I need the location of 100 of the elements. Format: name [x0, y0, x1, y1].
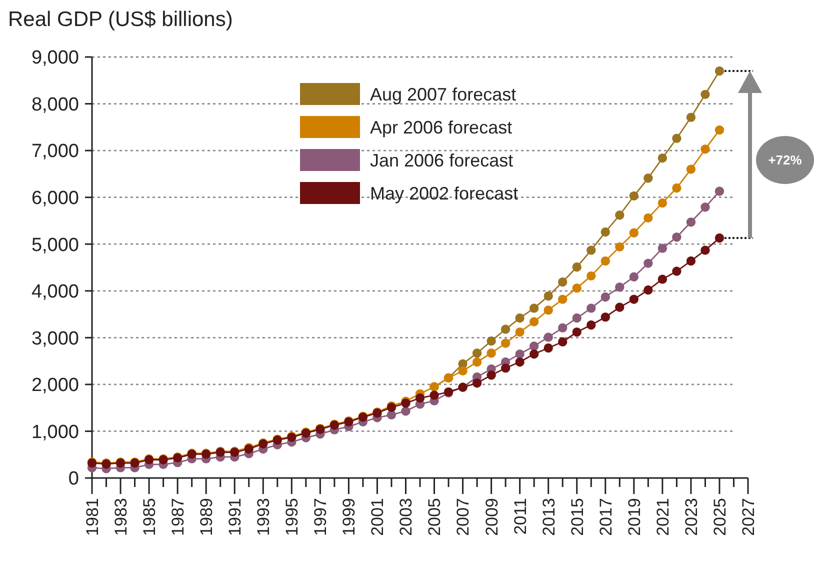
y-tick-label: 8,000 — [31, 94, 79, 116]
y-tick-label: 4,000 — [31, 282, 79, 303]
x-tick-label: 2027 — [738, 498, 758, 536]
point — [686, 218, 696, 227]
point — [714, 66, 724, 76]
x-tick-label: 1999 — [340, 498, 359, 536]
point — [714, 125, 724, 135]
x-tick-label: 2011 — [510, 498, 530, 535]
point — [658, 153, 668, 163]
point — [644, 213, 653, 223]
point — [486, 336, 496, 346]
point — [586, 271, 596, 281]
point — [629, 191, 639, 201]
y-tick-label: 5,000 — [31, 234, 79, 256]
point — [558, 323, 568, 332]
point — [586, 246, 596, 255]
point — [529, 349, 539, 359]
point — [515, 357, 524, 367]
x-tick-label: 2009 — [482, 498, 502, 536]
point — [615, 242, 624, 252]
point — [658, 198, 668, 208]
point — [686, 164, 696, 174]
point — [644, 174, 653, 183]
x-tick-label: 2007 — [454, 498, 473, 536]
x-tick-label: 2025 — [710, 498, 730, 536]
point — [600, 227, 610, 237]
legend-label: Apr 2006 forecast — [370, 117, 512, 138]
point — [586, 304, 596, 313]
point — [544, 343, 553, 353]
point — [700, 144, 710, 154]
point — [600, 312, 610, 322]
point — [629, 272, 639, 282]
point — [600, 292, 610, 302]
x-tick-label: 2019 — [624, 498, 644, 536]
point — [629, 294, 639, 304]
point — [515, 327, 524, 337]
y-tick-label: 1,000 — [31, 422, 79, 443]
x-tick-label: 1983 — [111, 498, 130, 536]
point — [544, 332, 553, 342]
legend-label: May 2002 forecast — [370, 183, 518, 204]
legend-label: Aug 2007 forecast — [370, 84, 516, 104]
y-tick-label: 6,000 — [31, 188, 79, 209]
x-tick-label: 2015 — [568, 498, 587, 536]
point — [430, 390, 439, 400]
point — [586, 320, 596, 330]
point — [572, 262, 582, 272]
x-tick-label: 2013 — [539, 498, 558, 536]
point — [615, 302, 624, 312]
point — [401, 406, 410, 416]
point — [472, 357, 482, 367]
x-tick-label: 2021 — [653, 498, 672, 536]
x-tick-label: 2001 — [368, 498, 388, 536]
x-tick-label: 1981 — [82, 498, 102, 536]
point — [686, 256, 696, 266]
point — [415, 393, 425, 403]
point — [558, 277, 568, 287]
point — [472, 378, 482, 388]
y-tick-label: 2,000 — [31, 375, 79, 396]
y-tick-label: 9,000 — [31, 48, 79, 69]
point — [572, 327, 582, 337]
y-tick-label: 3,000 — [31, 328, 79, 350]
point — [472, 348, 482, 358]
point — [544, 305, 553, 315]
x-tick-label: 1997 — [311, 498, 330, 536]
point — [672, 134, 682, 143]
point — [672, 232, 682, 242]
point — [615, 282, 624, 292]
x-tick-label: 1989 — [197, 498, 216, 536]
point — [500, 338, 510, 348]
y-tick-label: 0 — [68, 468, 79, 490]
point — [714, 233, 724, 243]
point — [629, 228, 639, 238]
point — [572, 313, 582, 323]
point — [644, 258, 653, 268]
point — [529, 317, 539, 326]
point — [700, 90, 710, 100]
point — [515, 313, 524, 323]
point — [500, 363, 510, 373]
x-tick-label: 1987 — [168, 498, 188, 536]
point — [486, 370, 496, 380]
point — [515, 349, 524, 359]
point — [615, 210, 624, 220]
point — [686, 112, 696, 122]
x-tick-label: 1985 — [140, 498, 159, 536]
point — [486, 348, 496, 358]
text: +72% — [768, 152, 802, 168]
point — [458, 366, 468, 376]
point — [700, 202, 710, 212]
point — [572, 283, 582, 293]
point — [714, 186, 724, 196]
x-tick-label: 1995 — [282, 498, 302, 536]
x-tick-label: 2023 — [682, 498, 701, 536]
x-tick-label: 2017 — [596, 498, 616, 536]
chart-title: Real GDP (US$ billions) — [8, 8, 233, 31]
point — [672, 183, 682, 193]
x-tick-label: 1993 — [254, 498, 274, 536]
point — [500, 324, 510, 334]
point — [544, 291, 553, 301]
point — [600, 256, 610, 266]
point — [644, 285, 653, 295]
